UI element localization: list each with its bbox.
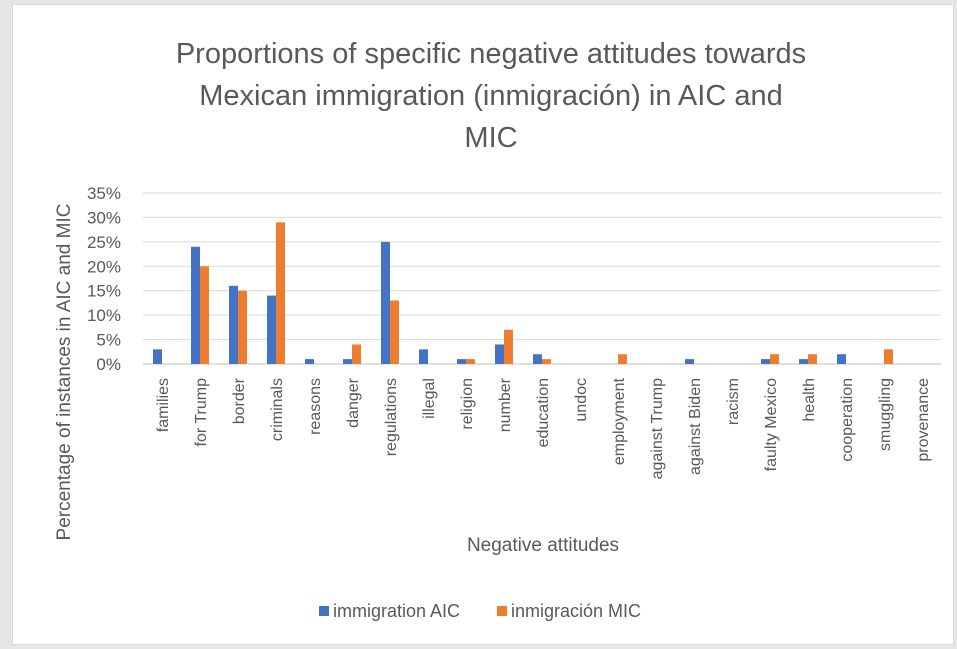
bar <box>419 349 428 364</box>
bar-chart: Proportions of specific negative attitud… <box>13 5 955 646</box>
bar <box>381 242 390 364</box>
chart-title-line-2: Mexican immigration (inmigración) in AIC… <box>199 80 782 112</box>
chart-title-line-3: MIC <box>464 122 517 154</box>
x-tick-label: religion <box>459 378 476 430</box>
bar <box>457 359 466 364</box>
y-tick-label: 25% <box>87 233 121 252</box>
y-axis-ticks: 0% 5% 10% 15% 20% 25% 30% 35% <box>87 184 121 374</box>
bar <box>153 349 162 364</box>
y-tick-label: 0% <box>96 355 121 374</box>
x-tick-label: border <box>231 377 248 424</box>
bar <box>533 354 542 364</box>
y-tick-label: 20% <box>87 257 121 276</box>
bar <box>305 359 314 364</box>
bar <box>504 330 513 364</box>
x-tick-label: danger <box>345 377 362 427</box>
bar <box>267 296 276 364</box>
bar <box>761 359 770 364</box>
x-tick-label: number <box>497 377 514 432</box>
y-tick-label: 35% <box>87 184 121 203</box>
x-tick-label: employment <box>611 377 628 465</box>
chart-area: Proportions of specific negative attitud… <box>12 4 954 645</box>
y-axis-title: Percentage of instances in AIC and MIC <box>54 204 75 541</box>
x-tick-label: for Trump <box>193 378 210 447</box>
bar <box>352 344 361 364</box>
bar <box>542 359 551 364</box>
x-tick-label: criminals <box>269 378 286 441</box>
x-tick-label: illegal <box>421 378 438 419</box>
bar <box>343 359 352 364</box>
bar <box>191 247 200 364</box>
y-tick-label: 10% <box>87 306 121 325</box>
y-tick-label: 30% <box>87 208 121 227</box>
bar <box>466 359 475 364</box>
x-tick-label: education <box>535 378 552 447</box>
bar <box>390 300 399 364</box>
legend-label: inmigración MIC <box>511 601 641 621</box>
x-tick-label: undoc <box>573 378 590 422</box>
x-tick-label: cooperation <box>839 378 856 462</box>
gridlines <box>143 193 941 364</box>
x-tick-label: provenance <box>915 378 932 462</box>
bar <box>276 222 285 364</box>
y-tick-label: 15% <box>87 282 121 301</box>
legend-swatch <box>497 606 507 616</box>
x-axis-ticks: families for Trump border criminals reasons d… <box>155 377 932 479</box>
legend: immigration AIC inmigración MIC <box>319 601 641 621</box>
bar <box>837 354 846 364</box>
x-tick-label: against Trump <box>649 378 666 479</box>
bar <box>238 291 247 364</box>
x-tick-label: families <box>155 378 172 432</box>
bar <box>495 344 504 364</box>
chart-title-line-1: Proportions of specific negative attitud… <box>176 38 806 70</box>
bar <box>884 349 893 364</box>
x-axis-title: Negative attitudes <box>467 535 619 556</box>
x-tick-label: reasons <box>307 378 324 435</box>
x-tick-label: health <box>801 378 818 422</box>
chart-title: Proportions of specific negative attitud… <box>176 38 806 154</box>
bar <box>200 266 209 364</box>
x-tick-label: faulty Mexico <box>763 378 780 471</box>
x-tick-label: regulations <box>383 378 400 456</box>
bar <box>770 354 779 364</box>
x-tick-label: racism <box>725 378 742 425</box>
bar <box>799 359 808 364</box>
bar <box>229 286 238 364</box>
y-tick-label: 5% <box>96 331 121 350</box>
x-tick-label: smuggling <box>877 378 894 451</box>
bar <box>618 354 627 364</box>
bar <box>808 354 817 364</box>
x-tick-label: against Biden <box>687 378 704 475</box>
bars <box>153 222 893 364</box>
bar <box>685 359 694 364</box>
legend-label: immigration AIC <box>333 601 460 621</box>
legend-swatch <box>319 606 329 616</box>
